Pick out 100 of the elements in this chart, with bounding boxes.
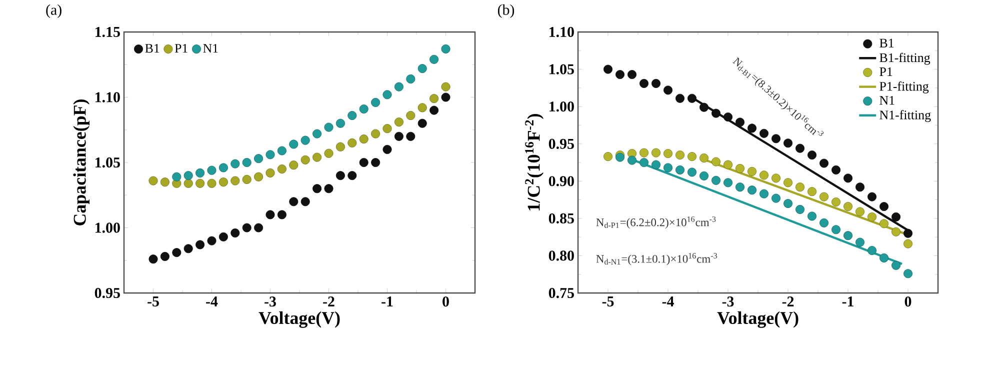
point: [664, 86, 673, 95]
point: [688, 168, 697, 177]
point: [382, 90, 392, 100]
point: [218, 163, 228, 172]
point: [289, 140, 298, 149]
x-tick-label: -1: [842, 296, 854, 306]
point: [772, 134, 781, 144]
x-tick-label: 0: [442, 296, 449, 307]
point: [336, 142, 345, 152]
y-axis-title: 1/C$^{2}$(10$^{16}$F$^{-2}$): [525, 114, 544, 210]
point: [242, 174, 252, 184]
legend-label: N1: [203, 44, 218, 53]
point: [628, 70, 637, 80]
point: [640, 78, 649, 88]
point: [242, 158, 252, 167]
point: [406, 74, 416, 84]
point: [676, 150, 685, 160]
point: [700, 154, 709, 163]
x-tick-label: -5: [148, 296, 159, 306]
point: [277, 210, 286, 220]
point: [712, 108, 721, 118]
annotation: N$_{d-P1}$=(6.2±0.2)×10$^{16}$cm$^{-3}$: [596, 216, 716, 229]
point: [300, 197, 310, 206]
point: [676, 94, 685, 103]
point: [760, 128, 769, 138]
point: [880, 253, 889, 262]
point: [724, 112, 733, 122]
point: [784, 178, 793, 188]
point: [856, 182, 865, 192]
legend-label: B1: [145, 44, 160, 53]
point: [748, 186, 757, 195]
point: [196, 178, 205, 188]
point: [441, 82, 450, 92]
point: [196, 168, 205, 178]
point: [394, 132, 404, 141]
point: [230, 176, 240, 186]
point: [148, 254, 158, 264]
point: [242, 223, 252, 232]
x-tick-label: 0: [904, 296, 912, 307]
point: [760, 170, 769, 180]
legend-label: P1: [174, 44, 188, 53]
point: [324, 184, 334, 194]
point: [266, 168, 275, 178]
point: [904, 228, 913, 238]
point: [160, 178, 170, 187]
point: [300, 136, 310, 145]
point: [808, 187, 817, 196]
y-tick-label: 0.85: [548, 213, 574, 224]
x-tick-label: -5: [602, 296, 614, 306]
point: [844, 202, 853, 211]
point: [172, 248, 182, 258]
x-tick-label: -4: [206, 296, 218, 306]
legend-label: B1-fitting: [880, 52, 930, 65]
y-tick-label: 0.75: [548, 288, 574, 298]
point: [844, 231, 853, 240]
point: [892, 227, 901, 236]
point: [266, 150, 275, 160]
point: [266, 210, 275, 220]
legend-label: B1: [880, 38, 894, 48]
x-tick-label: -2: [323, 296, 334, 306]
point: [700, 102, 709, 112]
y-tick-label: 1.00: [96, 222, 120, 233]
point: [736, 164, 745, 173]
point: [441, 44, 450, 54]
point: [640, 158, 649, 167]
point: [430, 94, 439, 104]
point: [904, 239, 913, 248]
point: [604, 152, 613, 162]
chart-title: (b): [498, 4, 514, 18]
point: [172, 172, 182, 182]
legend-label: P1-fitting: [880, 81, 929, 94]
point: [382, 124, 392, 134]
x-axis-title: Voltage(V): [258, 311, 340, 328]
legend-label: N1-fitting: [880, 110, 931, 122]
point: [808, 212, 817, 221]
point: [218, 232, 228, 242]
annotation: N$_{d-N1}$=(3.1±0.1)×10$^{16}$cm$^{-3}$: [596, 253, 717, 266]
point: [359, 104, 368, 114]
point: [300, 155, 310, 164]
point: [688, 94, 697, 103]
point: [832, 225, 841, 234]
point: [640, 148, 649, 158]
point: [418, 118, 427, 128]
point: [312, 184, 322, 194]
y-tick-label: 1.15: [96, 26, 120, 38]
point: [868, 212, 877, 222]
point: [796, 182, 805, 192]
point: [892, 260, 901, 270]
point: [336, 171, 345, 180]
point: [406, 132, 416, 141]
point: [724, 178, 733, 188]
point: [772, 174, 781, 183]
y-tick-label: 0.95: [548, 138, 574, 149]
x-tick-label: -3: [264, 296, 276, 307]
point: [348, 171, 357, 180]
y-tick-label: 0.90: [548, 176, 574, 186]
y-tick-label: 0.80: [548, 250, 574, 261]
chart-title: (a): [46, 4, 62, 18]
y-axis-title: Capacitance(pF): [73, 100, 90, 226]
point: [880, 219, 889, 228]
